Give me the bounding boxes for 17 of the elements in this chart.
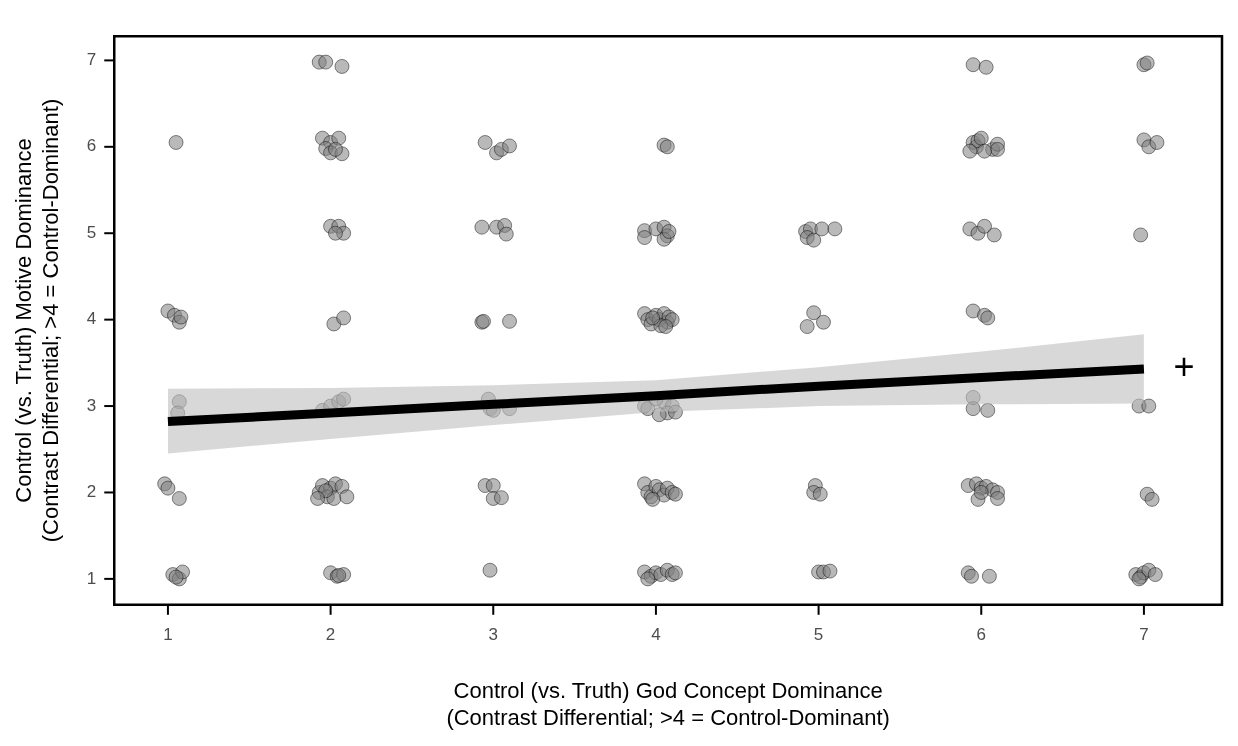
- y-tick-label: 4: [86, 309, 97, 329]
- x-tick-label: 5: [813, 624, 824, 644]
- y-tick-label: 5: [86, 222, 97, 242]
- y-tick-label: 1: [86, 568, 97, 588]
- x-tick-label: 7: [1139, 624, 1149, 644]
- y-tick-label: 2: [86, 482, 97, 502]
- y-tick-label: 7: [86, 50, 97, 70]
- y-tick-label: 3: [86, 395, 97, 415]
- y-axis-title: Control (vs. Truth) Motive Dominance (Contrast Differential; >4 = Control-Dominant): [11, 98, 63, 543]
- x-tick-label: 1: [163, 624, 173, 644]
- x-tick-label: 2: [325, 624, 336, 644]
- y-tick-label: 6: [86, 136, 97, 156]
- x-axis-title: Control (vs. Truth) God Concept Dominance (Contrast Differential; >4 = Control-Dominant): [446, 678, 890, 730]
- x-tick-label: 3: [488, 624, 498, 644]
- x-tick-label: 4: [651, 624, 661, 644]
- x-tick-label: 6: [976, 624, 986, 644]
- annotation: +: [1173, 345, 1195, 387]
